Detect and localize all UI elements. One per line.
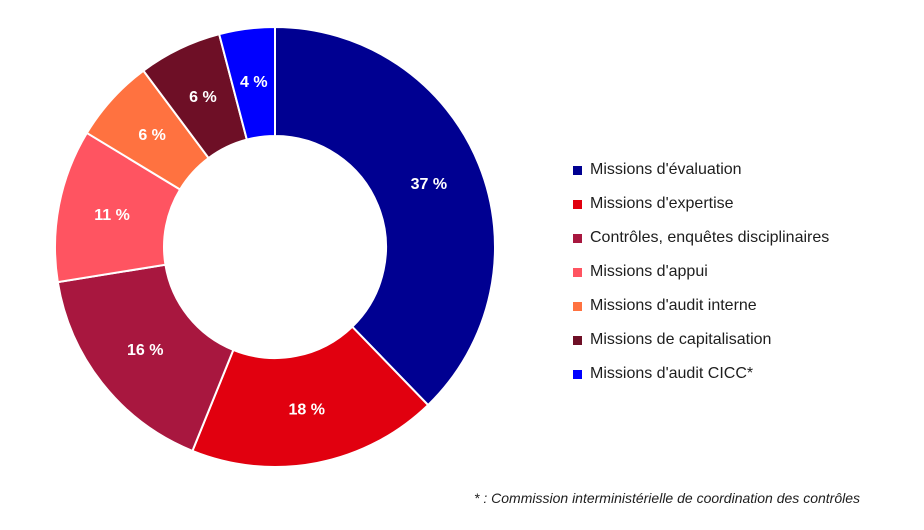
legend-swatch xyxy=(573,369,582,379)
slice-data-label: 16 % xyxy=(127,342,163,359)
legend-label: Missions d'appui xyxy=(590,263,708,280)
legend-swatch xyxy=(573,335,582,345)
donut-labels: 37 % 18 % 16 % 11 % 6 % 6 % 4 % xyxy=(94,74,447,419)
donut-slice xyxy=(217,25,276,141)
legend-item: Missions d'appui xyxy=(573,255,829,289)
legend-label: Missions d'audit interne xyxy=(590,297,757,314)
slice-data-label: 11 % xyxy=(94,207,130,224)
legend-item: Missions de capitalisation xyxy=(573,323,829,357)
chart-legend: Missions d'évaluation Missions d'expertis… xyxy=(573,153,829,391)
legend-swatch xyxy=(573,199,582,209)
legend-item: Missions d'expertise xyxy=(573,187,829,221)
legend-label: Missions d'expertise xyxy=(590,195,734,212)
legend-swatch xyxy=(573,267,582,277)
slice-data-label: 4 % xyxy=(240,74,268,91)
legend-swatch xyxy=(573,233,582,243)
donut-slices xyxy=(54,25,496,468)
legend-label: Missions d'audit CICC* xyxy=(590,365,754,382)
slice-data-label: 6 % xyxy=(138,127,166,144)
legend-item: Missions d'audit CICC* xyxy=(573,357,829,391)
legend-item: Missions d'évaluation xyxy=(573,153,829,187)
legend-swatch xyxy=(573,165,582,175)
donut-slice xyxy=(191,325,430,468)
legend-label: Missions d'évaluation xyxy=(590,161,742,178)
legend-swatch xyxy=(573,301,582,311)
chart-footnote: * : Commission interministérielle de coo… xyxy=(474,490,860,506)
legend-item: Contrôles, enquêtes disciplinaires xyxy=(573,221,829,255)
legend-label: Contrôles, enquêtes disciplinaires xyxy=(590,229,830,246)
slice-data-label: 18 % xyxy=(288,401,324,418)
donut-slice xyxy=(56,263,235,453)
legend-item: Missions d'audit interne xyxy=(573,289,829,323)
donut-slice xyxy=(274,25,496,407)
slice-data-label: 37 % xyxy=(411,176,447,193)
slice-data-label: 6 % xyxy=(189,89,217,106)
legend-label: Missions de capitalisation xyxy=(590,331,772,348)
